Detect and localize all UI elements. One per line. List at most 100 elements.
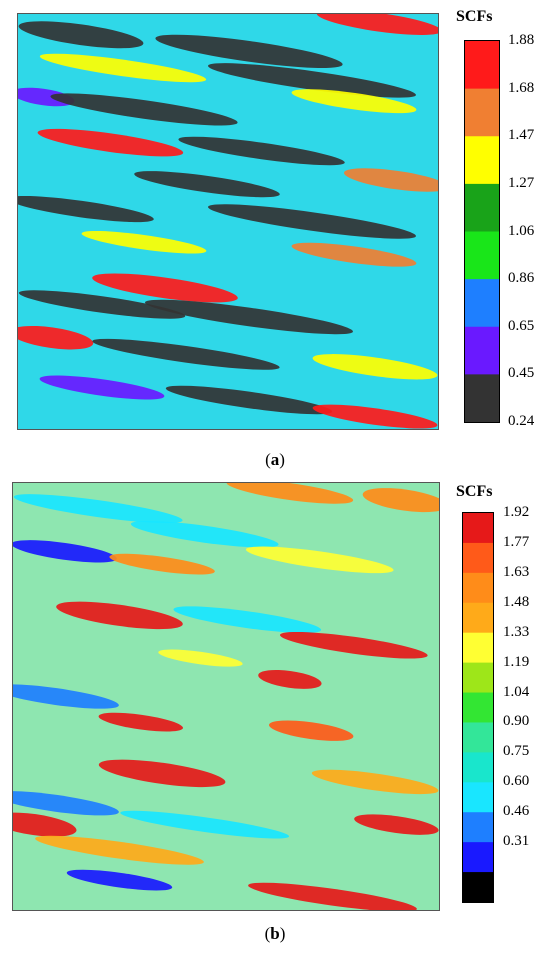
- panel-label-b: b: [270, 924, 280, 943]
- colorbar-segment: [463, 692, 493, 723]
- colorbar-tick-label: 1.47: [508, 127, 535, 143]
- colorbar-segment: [463, 722, 493, 753]
- colorbar-b: [462, 512, 494, 903]
- scf-streak: [354, 814, 439, 835]
- colorbar-tick-label: 1.19: [503, 654, 530, 670]
- scf-streak: [13, 540, 117, 563]
- caption-b: (b): [264, 924, 286, 943]
- streak-group: [18, 14, 438, 429]
- scf-streak: [13, 791, 119, 816]
- contour-svg-b: [13, 483, 439, 910]
- figure-panel-a: SCFs 1.88 1.68 1.47 1.27 1.06 0.86 0.65 0.45 0.2…: [17, 8, 535, 469]
- colorbar-segment: [465, 326, 499, 375]
- scf-streak: [158, 649, 243, 667]
- colorbar-segment: [463, 513, 493, 544]
- scf-streak: [291, 242, 417, 267]
- colorbar-tick-label: 1.77: [503, 534, 530, 550]
- scf-streak: [130, 520, 279, 548]
- scf-streak: [178, 136, 345, 166]
- contour-svg-a: [18, 14, 438, 429]
- colorbar-title-b: SCFs: [456, 483, 493, 500]
- colorbar-segment: [465, 279, 499, 328]
- colorbar-svg-b: [463, 513, 493, 902]
- colorbar-tick-label: 0.46: [503, 803, 530, 819]
- scf-streak: [312, 354, 438, 380]
- figure-panel-b: SCFs 1.92 1.77 1.63 1.48 1.33 1.19 1.04 0.90 0.7…: [0, 478, 550, 954]
- streak-group: [13, 483, 439, 910]
- scf-streak: [56, 601, 183, 630]
- scf-streak: [291, 89, 417, 114]
- colorbar-segment: [465, 136, 499, 185]
- colorbar-tick-label: 0.31: [503, 833, 530, 849]
- scf-streak: [13, 812, 77, 837]
- scf-streak: [92, 273, 238, 303]
- scf-streak: [18, 87, 75, 107]
- scf-streak: [120, 810, 290, 839]
- scf-streak: [362, 488, 439, 513]
- colorbar-tick-label: 1.27: [508, 175, 535, 191]
- scf-streak: [165, 385, 333, 415]
- scf-streak: [18, 21, 144, 49]
- colorbar-tick-label: 1.04: [503, 684, 530, 700]
- colorbar-tick-label: 1.33: [503, 624, 530, 640]
- colorbar-tick-label: 0.90: [503, 713, 530, 729]
- scf-streak: [13, 494, 183, 524]
- colorbar-segment: [463, 782, 493, 813]
- scf-streak: [98, 759, 226, 788]
- scf-streak: [208, 204, 416, 239]
- colorbar-svg-a: [465, 41, 499, 422]
- colorbar-tick-label: 0.45: [508, 365, 535, 381]
- scf-contour-map-b: [12, 482, 440, 911]
- scf-streak: [66, 869, 173, 891]
- colorbar-title-a: SCFs: [456, 8, 493, 25]
- colorbar-segment: [463, 662, 493, 694]
- colorbar-tick-label: 1.06: [508, 223, 535, 239]
- scf-streak: [35, 835, 204, 865]
- scf-streak: [39, 53, 207, 83]
- scf-streak: [39, 375, 165, 400]
- scf-streak: [173, 606, 322, 633]
- colorbar-segment: [463, 872, 493, 902]
- scf-streak: [13, 684, 119, 709]
- caption-a: (a): [265, 450, 285, 469]
- colorbar-segment: [463, 602, 493, 634]
- scf-streak: [155, 34, 343, 68]
- colorbar-segment: [463, 812, 493, 843]
- colorbar-segment: [465, 41, 499, 90]
- scf-streak: [134, 171, 280, 198]
- scf-streak: [18, 290, 186, 319]
- scf-streak: [92, 338, 280, 370]
- colorbar-tick-label: 1.48: [503, 594, 530, 610]
- scf-streak: [18, 195, 154, 223]
- colorbar-tick-label: 0.86: [508, 270, 535, 286]
- colorbar-segment: [465, 183, 499, 232]
- colorbar-tick-label: 1.92: [503, 504, 530, 520]
- colorbar-tick-label: 0.24: [508, 413, 535, 429]
- panel-label-a: a: [270, 450, 280, 469]
- scf-streak: [312, 404, 438, 429]
- scf-streak: [343, 168, 438, 192]
- colorbar-tick-label: 0.75: [503, 743, 530, 759]
- scf-streak: [50, 93, 238, 126]
- scf-streak: [245, 546, 394, 574]
- colorbar-segment: [465, 374, 499, 422]
- colorbar-segment: [463, 842, 493, 873]
- scf-streak: [145, 299, 353, 335]
- scf-streak: [268, 720, 354, 741]
- colorbar-segment: [463, 632, 493, 664]
- colorbar-tick-label: 0.60: [503, 773, 530, 789]
- colorbar-segment: [465, 231, 499, 280]
- scf-streak: [311, 769, 439, 795]
- colorbar-segment: [463, 572, 493, 604]
- colorbar-segment: [463, 542, 493, 574]
- scf-streak: [279, 631, 428, 659]
- scf-streak: [37, 128, 184, 157]
- colorbar-segment: [463, 752, 493, 783]
- colorbar-tick-label: 0.65: [508, 318, 535, 334]
- scf-streak: [248, 882, 417, 910]
- scf-streak: [18, 325, 94, 350]
- scf-streak: [98, 712, 183, 732]
- scf-streak: [258, 669, 322, 689]
- scf-streak: [109, 553, 215, 575]
- scf-contour-map-a: [17, 13, 439, 430]
